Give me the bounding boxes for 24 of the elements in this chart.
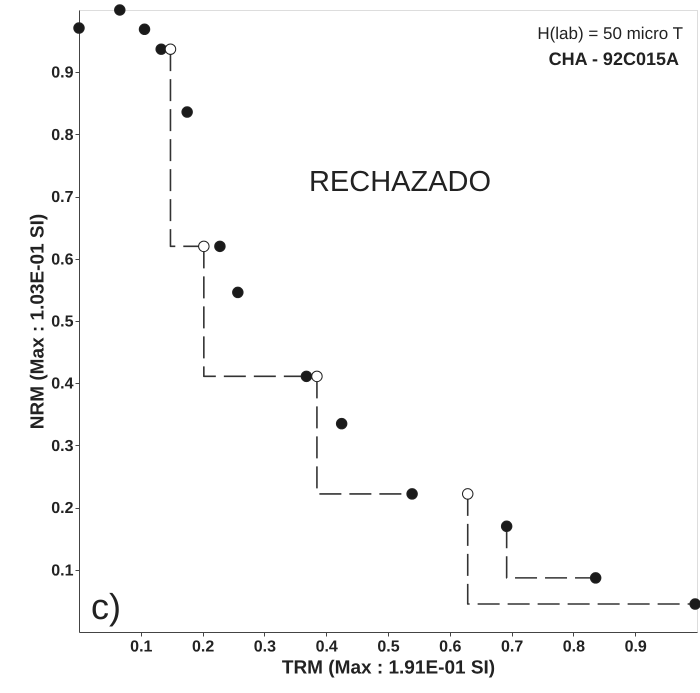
- y-tick-label: 0.7: [51, 189, 74, 206]
- y-tick-label: 0.5: [51, 314, 74, 330]
- x-tick-label: 0.9: [624, 638, 647, 656]
- y-tick-label: 0.2: [51, 500, 74, 518]
- x-tick-label: 0.1: [130, 638, 153, 656]
- y-tick-label: 0.1: [51, 562, 74, 580]
- x-axis-title: TRM (Max : 1.91E-01 SI): [282, 658, 496, 678]
- y-axis-title: NRM (Max : 1.03E-01 SI): [27, 214, 48, 430]
- annotation: c): [91, 586, 121, 627]
- y-tick-label: 0.8: [51, 126, 74, 144]
- x-tick-label: 0.8: [562, 638, 586, 656]
- y-tick-label: 0.6: [51, 251, 74, 268]
- y-tick-label: 0.3: [51, 438, 74, 455]
- x-tick-label: 0.2: [192, 638, 214, 656]
- x-tick-label: 0.3: [254, 638, 276, 656]
- annotation: H(lab) = 50 micro T: [537, 24, 683, 43]
- y-tick-label: 0.9: [51, 64, 74, 82]
- x-tick-label: 0.7: [500, 638, 524, 656]
- annotation: RECHAZADO: [308, 166, 492, 198]
- x-tick-label: 0.4: [316, 638, 338, 656]
- annotation: CHA - 92C015A: [548, 49, 679, 69]
- x-tick-label: 0.6: [439, 638, 462, 656]
- y-tick-label: 0.4: [51, 376, 74, 393]
- x-tick-label: 0.5: [377, 638, 400, 656]
